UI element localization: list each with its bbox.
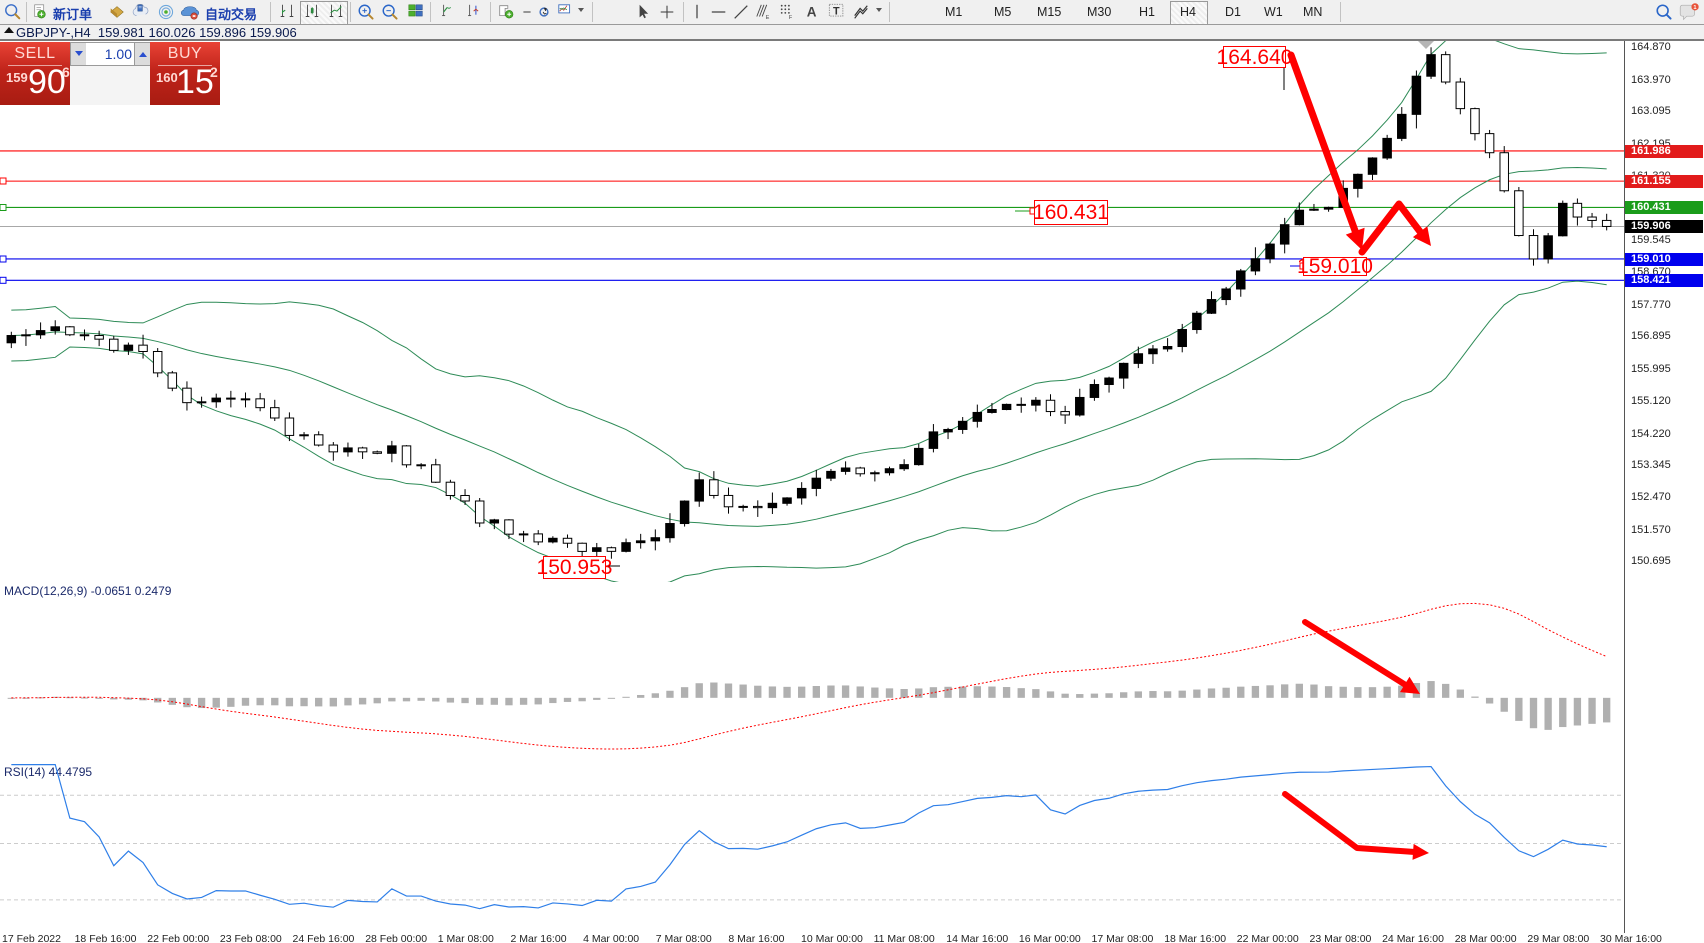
svg-text:E: E bbox=[766, 15, 770, 21]
svg-text:A: A bbox=[807, 5, 817, 20]
svg-text:F: F bbox=[789, 15, 793, 21]
svg-text:T: T bbox=[833, 6, 840, 18]
